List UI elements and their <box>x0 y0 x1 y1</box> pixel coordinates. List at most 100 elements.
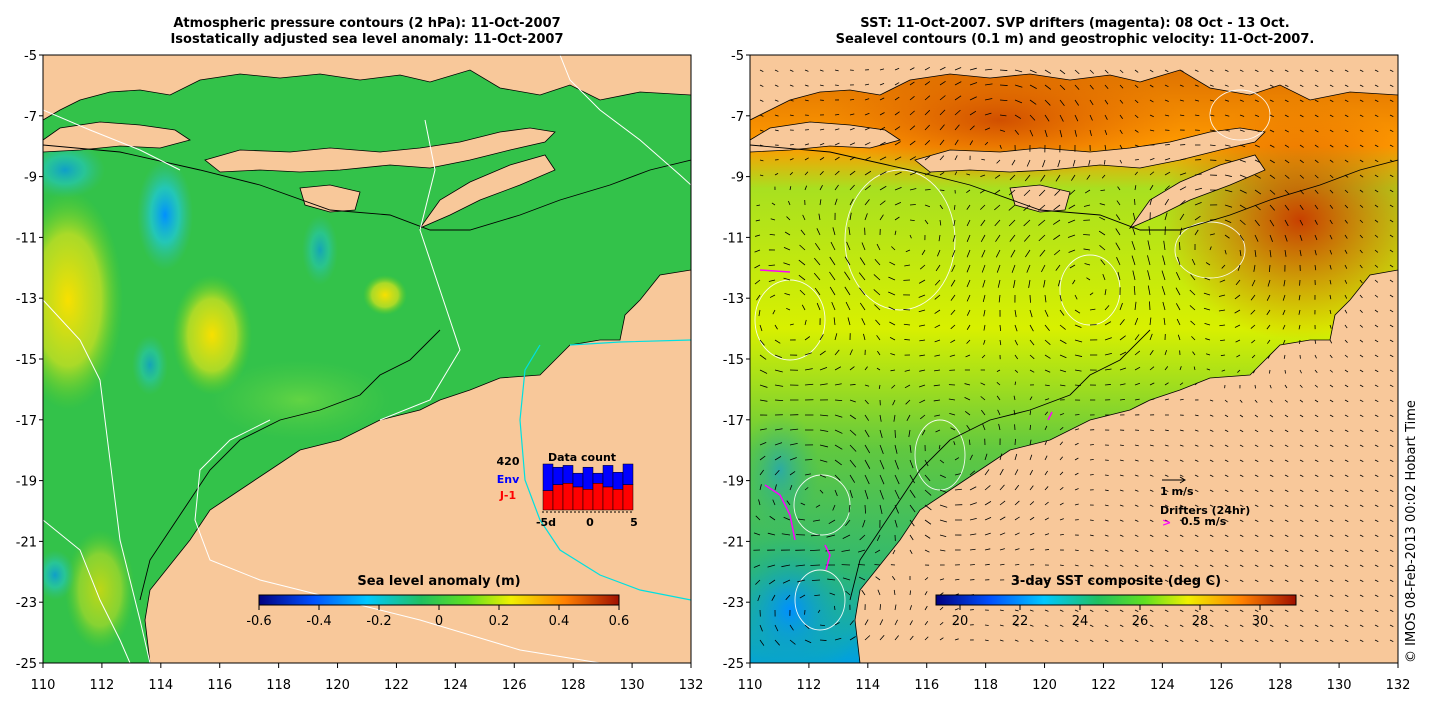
velocity-arrow-209 <box>1314 129 1319 133</box>
velocity-arrow-1560 <box>999 609 1004 612</box>
velocity-arrow-514 <box>754 249 761 253</box>
velocity-arrow-499 <box>1179 227 1183 236</box>
velocity-arrow-1489 <box>1224 579 1229 582</box>
velocity-arrow-141 <box>939 109 946 116</box>
velocity-arrow-1307 <box>1059 518 1064 521</box>
velocity-arrow-748 <box>1044 324 1050 332</box>
velocity-arrow-326 <box>1149 171 1155 176</box>
velocity-arrow-204 <box>1239 129 1245 132</box>
velocity-arrow-1164 <box>849 474 856 483</box>
pressure-contour-3 <box>194 419 601 663</box>
velocity-arrow-820 <box>834 349 840 356</box>
velocity-arrow-318 <box>1009 174 1016 181</box>
velocity-arrow-1446 <box>1224 564 1229 567</box>
velocity-arrow-453 <box>1132 212 1136 221</box>
velocity-arrow-863 <box>834 366 842 371</box>
velocity-arrow-448 <box>1052 219 1061 225</box>
sst-java-south <box>750 121 901 153</box>
velocity-arrow-1183 <box>1134 474 1139 477</box>
velocity-arrow-564 <box>859 257 866 266</box>
velocity-arrow-1105 <box>1254 444 1259 448</box>
velocity-arrow-1256 <box>939 504 948 508</box>
velocity-arrow-839 <box>1119 351 1127 356</box>
velocity-arrow-848 <box>1251 354 1256 359</box>
velocity-arrow-413 <box>1179 200 1186 206</box>
sst-land <box>750 55 1398 663</box>
velocity-arrow-613 <box>950 279 956 287</box>
velocity-arrow-10 <box>909 67 915 71</box>
velocity-arrow-980 <box>1314 399 1319 403</box>
velocity-arrow-37 <box>1314 69 1319 73</box>
velocity-arrow-546 <box>1239 249 1242 257</box>
velocity-arrow-359 <box>1008 189 1016 196</box>
right-xtick-1: 112 <box>796 678 821 693</box>
velocity-arrow-901 <box>759 384 768 388</box>
velocity-arrow-726 <box>1359 309 1363 313</box>
velocity-arrow-45 <box>789 84 794 87</box>
sla-cb-tick-3: 0 <box>435 614 443 629</box>
velocity-arrow-841 <box>1149 350 1154 356</box>
velocity-arrow-380 <box>1329 189 1334 194</box>
velocity-arrow-893 <box>1284 369 1286 374</box>
velocity-arrow-531 <box>1010 249 1016 258</box>
velocity-arrow-1622 <box>1284 624 1289 627</box>
velocity-arrow-1598 <box>924 621 929 626</box>
velocity-arrow-759 <box>1204 323 1211 326</box>
velocity-arrow-1279 <box>1284 504 1289 507</box>
velocity-arrow-535 <box>1068 249 1076 253</box>
velocity-arrow-756 <box>1163 317 1166 326</box>
velocity-arrow-1184 <box>1149 474 1154 477</box>
velocity-arrow-776 <box>819 334 824 341</box>
velocity-arrow-1294 <box>862 519 866 528</box>
velocity-arrow-20 <box>1059 69 1066 75</box>
sla-high-south <box>65 530 135 650</box>
velocity-arrow-1648 <box>1029 639 1034 642</box>
velocity-arrow-402 <box>1008 204 1016 211</box>
left-ytick-8: -21 <box>16 535 37 550</box>
velocity-arrow-984 <box>1374 399 1379 403</box>
velocity-arrow-1094 <box>1089 444 1094 446</box>
velocity-arrow-186 <box>969 125 975 131</box>
left-xtick-2: 114 <box>148 678 173 693</box>
velocity-arrow-991 <box>834 414 843 418</box>
velocity-arrow-861 <box>804 368 813 371</box>
velocity-arrow-5 <box>834 69 839 72</box>
velocity-arrow-1605 <box>1029 624 1034 627</box>
velocity-arrow-1158 <box>759 469 765 476</box>
velocity-arrow-1366 <box>1299 534 1304 537</box>
velocity-arrow-785 <box>950 339 956 344</box>
velocity-arrow-274 <box>996 159 1001 164</box>
velocity-arrow-1398 <box>1134 549 1139 552</box>
velocity-arrow-333 <box>1254 174 1261 179</box>
velocity-legend: 1 m/s Drifters (24hr) > 0.5 m/s <box>1160 476 1250 529</box>
velocity-arrow-1382 <box>892 549 896 555</box>
velocity-arrow-87 <box>774 99 779 102</box>
velocity-arrow-1016 <box>1209 414 1214 417</box>
velocity-arrow-1115 <box>759 455 766 461</box>
right-ytick-2: -9 <box>731 171 744 186</box>
velocity-arrow-346 <box>819 185 823 191</box>
velocity-arrow-1 <box>774 69 779 72</box>
velocity-arrow-1139 <box>1119 459 1124 462</box>
velocity-arrow-505 <box>1269 234 1273 242</box>
velocity-arrow-74 <box>1224 84 1229 87</box>
velocity-arrow-1099 <box>1164 444 1169 447</box>
right-ytick-3: -11 <box>723 231 744 246</box>
velocity-arrow-1090 <box>1029 439 1032 446</box>
velocity-arrow-584 <box>1162 255 1166 266</box>
velocity-arrow-1574 <box>1209 609 1214 612</box>
velocity-arrow-441 <box>953 219 956 227</box>
sla-cb-tick-5: 0.4 <box>549 614 570 629</box>
velocity-arrow-1600 <box>954 623 959 626</box>
velocity-arrow-1508 <box>861 589 866 596</box>
velocity-arrow-276 <box>1026 159 1031 167</box>
velocity-arrow-1272 <box>1179 504 1184 507</box>
velocity-arrow-1182 <box>1119 474 1124 477</box>
velocity-arrow-787 <box>983 339 986 345</box>
inset-title: Data count <box>548 451 616 464</box>
left-xtick-5: 120 <box>325 678 350 693</box>
velocity-arrow-1069 <box>1359 429 1364 433</box>
velocity-arrow-1357 <box>1164 534 1169 537</box>
velocity-arrow-819 <box>819 350 826 356</box>
velocity-arrow-273 <box>981 158 986 161</box>
